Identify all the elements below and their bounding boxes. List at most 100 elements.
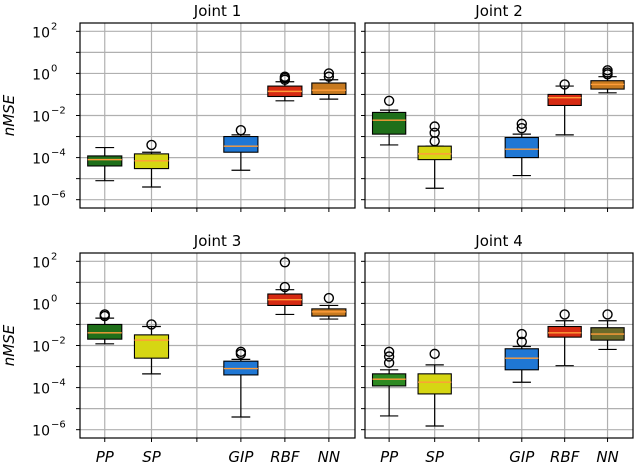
flier: [279, 281, 291, 293]
flier: [235, 346, 247, 358]
box-gip: [504, 328, 539, 383]
ytick-exponent: −2: [51, 106, 66, 117]
panel-title: Joint 1: [193, 2, 241, 20]
box-body: [504, 348, 539, 371]
box-nn: [590, 309, 625, 351]
box-body: [547, 325, 582, 338]
xtick-label-gip: GIP: [228, 448, 254, 465]
flier: [279, 71, 291, 82]
flier: [516, 122, 527, 134]
flier: [516, 328, 527, 340]
box-nn: [311, 68, 347, 100]
box-body: [223, 135, 259, 153]
xtick-label-gip: GIP: [509, 448, 535, 465]
ytick-exponent: 2: [51, 21, 57, 32]
box-nn: [590, 65, 625, 94]
flier: [235, 125, 247, 136]
xtick-label-nn: NN: [318, 448, 340, 465]
ytick-label: 10: [32, 340, 50, 356]
box-rbf: [547, 79, 582, 136]
panel-title: Joint 2: [474, 2, 522, 20]
box-body: [87, 323, 123, 340]
ytick-exponent: −4: [51, 378, 66, 389]
ytick-exponent: −4: [51, 148, 66, 159]
box-sp: [133, 139, 170, 188]
xtick-label-rbf: RBF: [550, 448, 580, 465]
panel-2: Joint 2: [361, 2, 634, 212]
flier: [146, 139, 157, 151]
ytick-exponent: −6: [51, 420, 66, 431]
ytick-label: 10: [32, 110, 50, 126]
box-body: [417, 373, 452, 395]
xtick-label-nn: NN: [596, 448, 618, 465]
box-pp: [87, 309, 123, 345]
xtick-label-pp: PP: [96, 448, 115, 465]
ytick-label: 10: [32, 255, 50, 271]
flier: [559, 309, 570, 320]
box-nn: [311, 292, 347, 320]
panel-title: Joint 3: [193, 232, 241, 250]
box-rbf: [267, 257, 303, 316]
box-gip: [504, 118, 539, 177]
flier: [516, 118, 527, 130]
box-body: [371, 111, 407, 135]
y-axis-label: nMSE: [0, 324, 18, 366]
ytick-exponent: −2: [51, 336, 66, 347]
box-gip: [223, 346, 259, 418]
box-body: [87, 155, 123, 167]
xtick-label-rbf: RBF: [270, 448, 300, 465]
box-pp: [87, 146, 123, 182]
ytick-exponent: −6: [51, 190, 66, 201]
flier: [383, 357, 395, 369]
box-sp: [417, 348, 452, 427]
panel-title: Joint 4: [474, 232, 522, 250]
box-sp: [417, 121, 452, 189]
flier: [383, 351, 395, 362]
flier: [602, 65, 613, 76]
flier: [383, 95, 395, 106]
ytick-exponent: 0: [51, 293, 57, 304]
ytick-label: 10: [32, 152, 50, 168]
box-pp: [371, 346, 407, 417]
ytick-label: 10: [32, 382, 50, 398]
flier: [429, 348, 440, 360]
ytick-label: 10: [32, 194, 50, 210]
box-gip: [223, 125, 259, 171]
box-body: [133, 334, 170, 359]
panel-4: PP SP GIP RBF NN Joint 4: [361, 232, 634, 466]
box-pp: [371, 95, 407, 146]
xtick-label-sp: SP: [142, 448, 162, 465]
ytick-label: 10: [32, 424, 50, 440]
box-body: [417, 145, 452, 161]
xtick-label-sp: SP: [425, 448, 445, 465]
y-axis-label: nMSE: [0, 94, 18, 136]
flier: [429, 121, 440, 132]
flier: [146, 319, 157, 330]
box-rbf: [267, 71, 303, 102]
box-body: [311, 82, 347, 96]
flier: [383, 346, 395, 358]
box-body: [547, 93, 582, 107]
flier: [279, 257, 291, 268]
box-sp: [133, 319, 170, 375]
ytick-label: 10: [32, 25, 50, 41]
flier: [559, 79, 570, 90]
ytick-exponent: 2: [51, 251, 57, 262]
ytick-label: 10: [32, 67, 50, 83]
flier: [323, 68, 335, 79]
flier: [429, 127, 440, 139]
xtick-label-pp: PP: [380, 448, 399, 465]
ytick-exponent: 0: [51, 63, 57, 74]
flier: [516, 336, 527, 347]
flier: [602, 309, 613, 320]
flier: [323, 292, 335, 304]
flier: [99, 309, 110, 320]
box-body: [504, 136, 539, 159]
box-rbf: [547, 309, 582, 367]
flier: [323, 71, 335, 82]
ytick-label: 10: [32, 297, 50, 313]
